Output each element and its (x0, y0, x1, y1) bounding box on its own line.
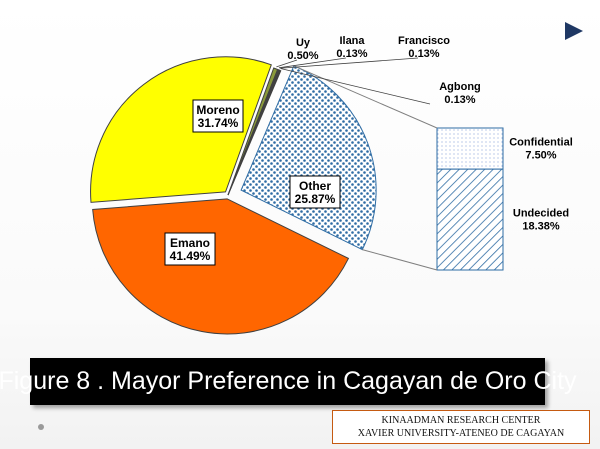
data-label-francisco: Francisco 0.13% (398, 35, 450, 60)
connector-line-bottom (362, 249, 438, 271)
credit-line-1: KINAADMAN RESEARCH CENTER (381, 415, 541, 426)
slide-dot (38, 424, 44, 430)
label-box-other (289, 175, 341, 209)
data-label-other: Other 25.87% (295, 179, 336, 206)
bar-segment-undecided (436, 168, 504, 271)
leader-line-uy (276, 59, 298, 68)
data-label-agbong: Agbong 0.13% (439, 81, 481, 106)
connector-line-top (293, 65, 438, 129)
label-box-moreno (192, 99, 244, 133)
pie-slice-other (240, 65, 377, 251)
label-box-emano (164, 232, 216, 266)
data-label-undecided: Undecided 18.38% (513, 208, 569, 233)
data-label-emano: Emano 41.49% (170, 236, 211, 263)
credit-box: KINAADMAN RESEARCH CENTER XAVIER UNIVERS… (332, 410, 590, 444)
pie-chart: Emano 41.49% Moreno 31.74% Other 25.87% Uy 0.50… (90, 35, 573, 335)
data-label-confidential: Confidential 7.50% (509, 137, 573, 162)
pie-slice-moreno (90, 56, 272, 203)
leader-line-ilana (278, 57, 347, 69)
data-label-uy: Uy 0.50% (287, 37, 318, 62)
play-icon[interactable] (565, 22, 583, 40)
data-label-moreno: Moreno 31.74% (196, 103, 239, 130)
pie-slice-agbong (227, 69, 282, 196)
data-label-ilana: Ilana 0.13% (336, 35, 367, 60)
leader-line-agbong (280, 68, 431, 105)
figure-caption: Figure 8 . Mayor Preference in Cagayan d… (0, 358, 577, 405)
pie-slice-emano (92, 198, 350, 335)
bar-segment-confidential (436, 127, 504, 170)
credit-line-2: XAVIER UNIVERSITY-ATENEO DE CAGAYAN (357, 428, 565, 439)
leader-line-francisco (279, 57, 419, 69)
